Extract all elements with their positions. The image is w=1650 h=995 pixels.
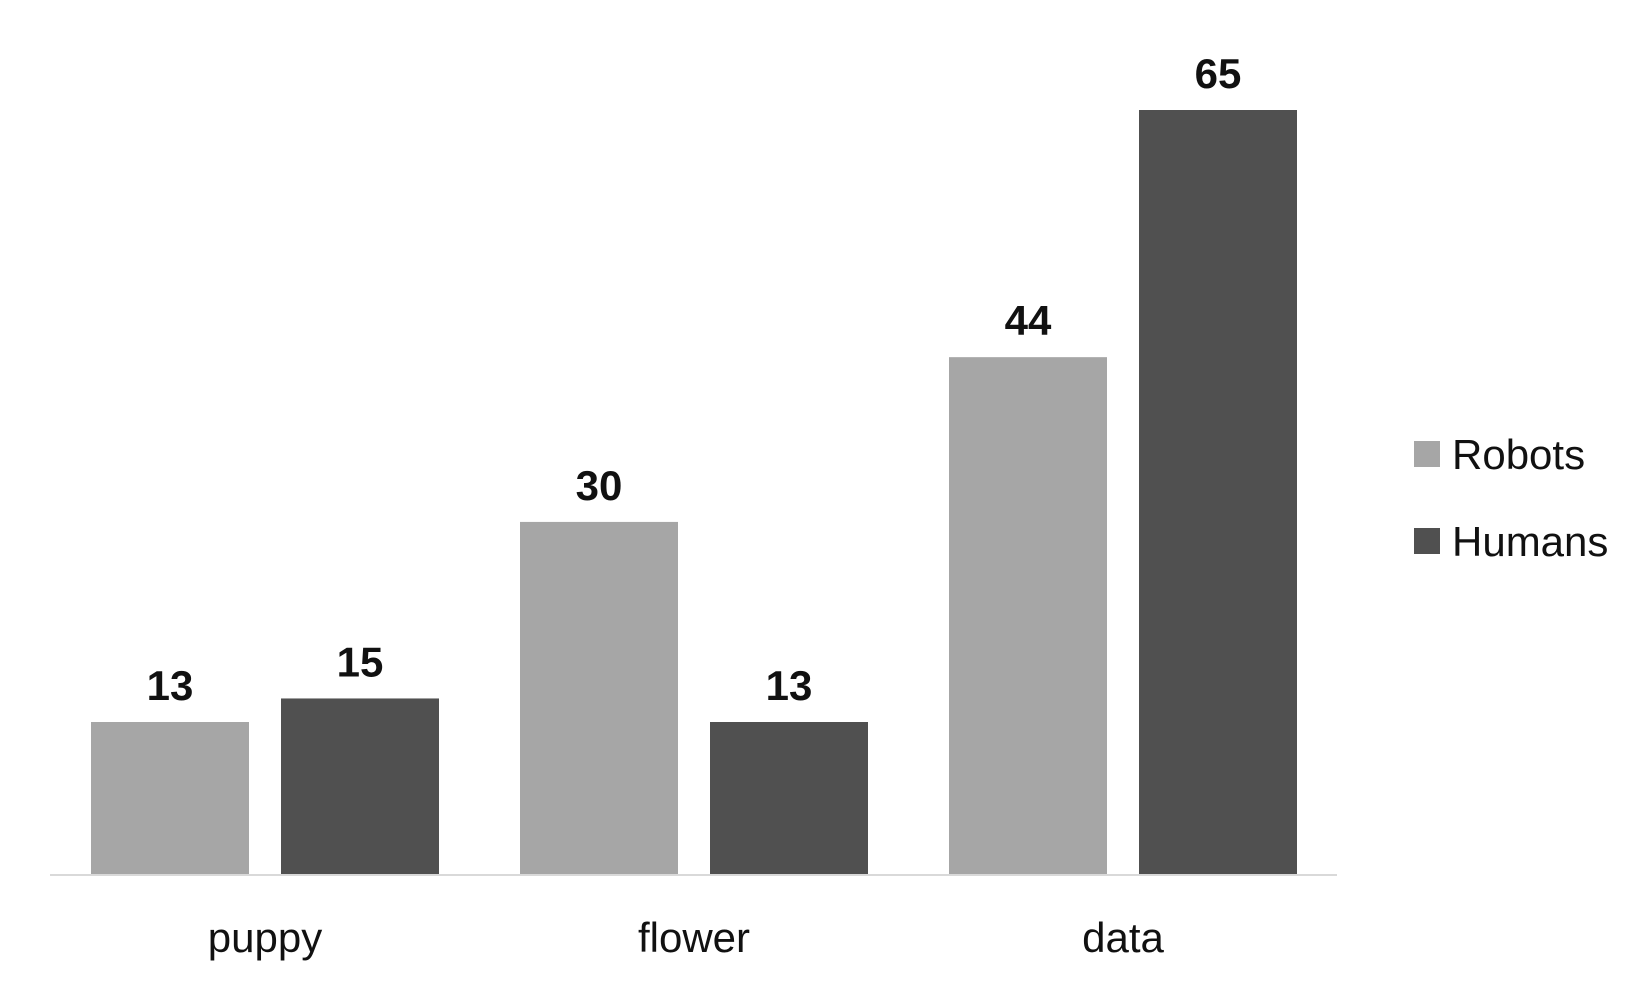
value-label-robots-data: 44 bbox=[1005, 297, 1052, 344]
category-label-puppy: puppy bbox=[208, 914, 322, 961]
bar-humans-flower bbox=[710, 722, 868, 875]
legend-swatch-humans bbox=[1414, 528, 1440, 554]
value-labels-layer: 13 15 30 13 44 65 bbox=[147, 50, 1242, 709]
value-label-humans-flower: 13 bbox=[766, 662, 813, 709]
legend: Robots Humans bbox=[1414, 431, 1608, 565]
legend-swatch-robots bbox=[1414, 441, 1440, 467]
category-label-flower: flower bbox=[638, 914, 750, 961]
bar-robots-flower bbox=[520, 521, 678, 875]
bar-humans-puppy bbox=[281, 698, 439, 875]
category-labels-layer: puppy flower data bbox=[208, 914, 1165, 961]
legend-label-robots: Robots bbox=[1452, 431, 1585, 478]
bar-robots-data bbox=[949, 357, 1107, 876]
legend-label-humans: Humans bbox=[1452, 518, 1608, 565]
bars-layer bbox=[91, 110, 1297, 876]
bar-robots-puppy bbox=[91, 722, 249, 875]
value-label-robots-flower: 30 bbox=[576, 462, 623, 509]
bar-humans-data bbox=[1139, 110, 1297, 875]
value-label-robots-puppy: 13 bbox=[147, 662, 194, 709]
category-label-data: data bbox=[1082, 914, 1164, 961]
value-label-humans-puppy: 15 bbox=[337, 638, 384, 685]
value-label-humans-data: 65 bbox=[1195, 50, 1242, 97]
